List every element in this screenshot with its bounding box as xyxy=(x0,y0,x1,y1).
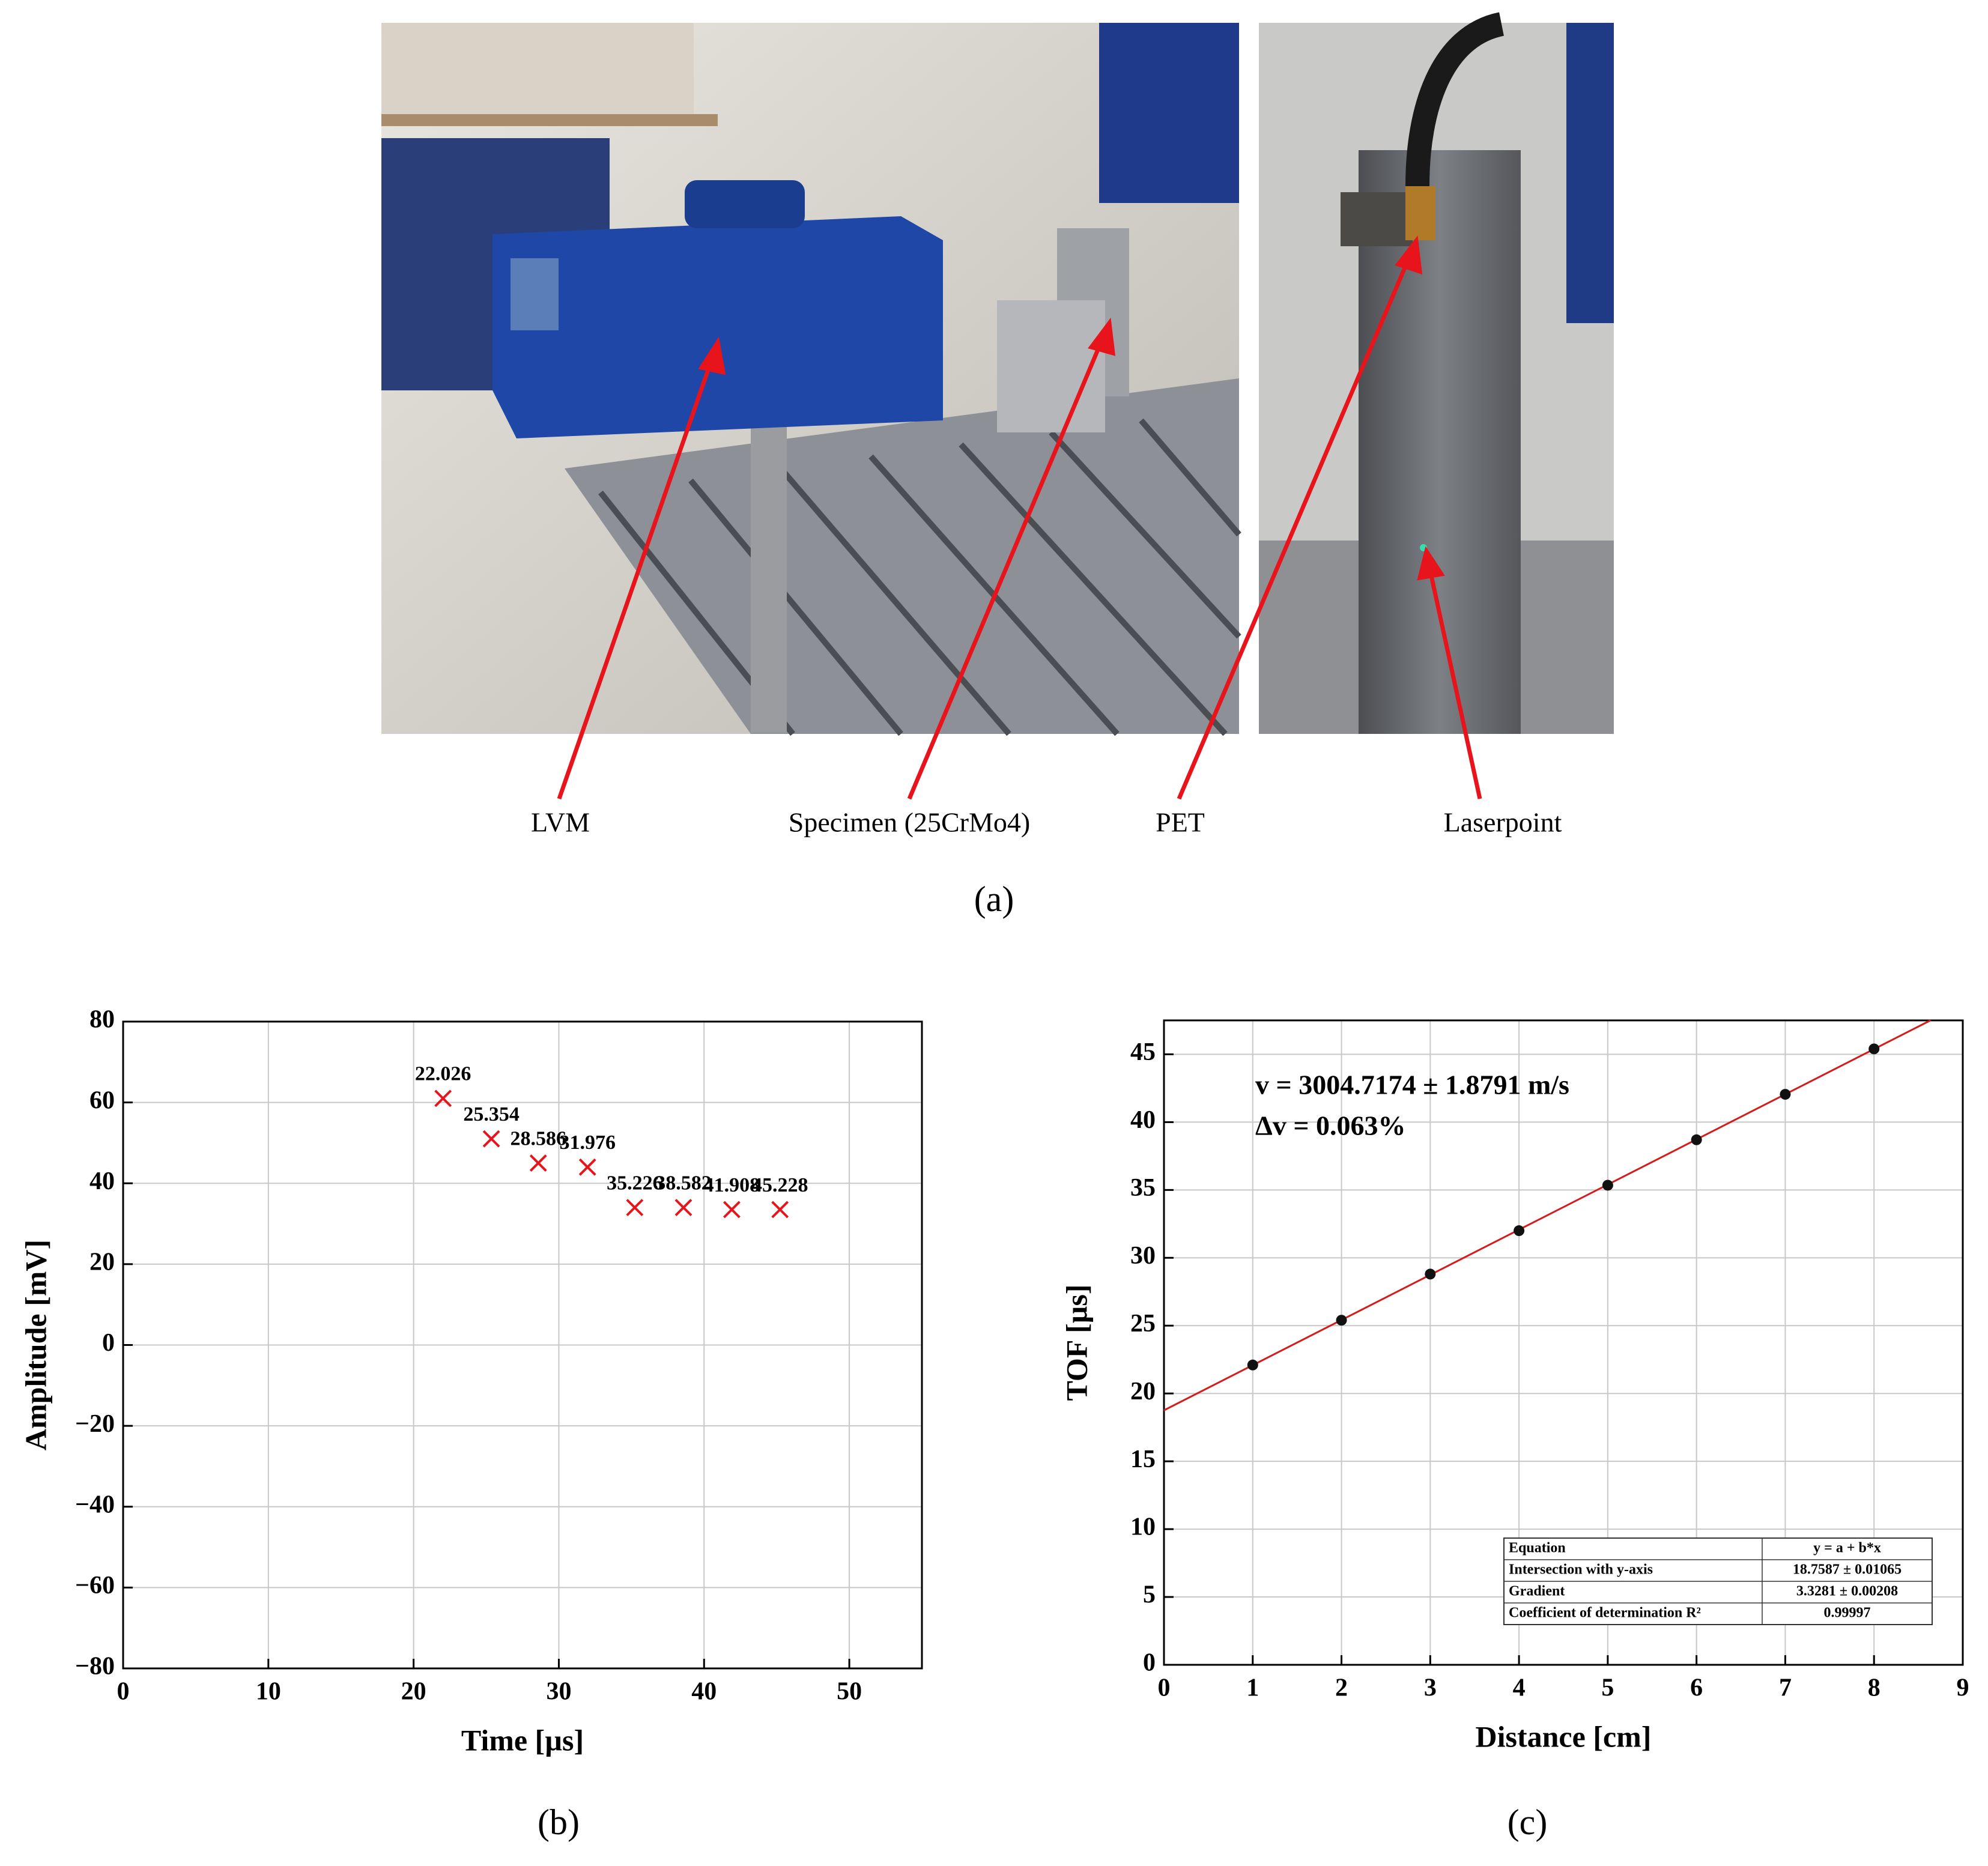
y-axis-label: Amplitude [mV] xyxy=(19,1240,52,1450)
y-tick-label: −80 xyxy=(75,1653,115,1680)
table-cell: Intersection with y-axis xyxy=(1509,1562,1653,1578)
peak-marker xyxy=(482,1130,500,1148)
photo-left xyxy=(381,23,1241,736)
photo-label: Laserpoint xyxy=(1444,807,1562,838)
point-label: 38.582 xyxy=(655,1172,712,1194)
y-tick-label: 30 xyxy=(1130,1242,1156,1270)
y-tick-label: −20 xyxy=(75,1410,115,1438)
x-tick-label: 0 xyxy=(1158,1674,1171,1702)
photo-label: Specimen (25CrMo4) xyxy=(789,807,1030,838)
photo-label: PET xyxy=(1156,807,1205,838)
peak-marker xyxy=(674,1199,692,1217)
data-point xyxy=(1691,1134,1702,1145)
y-tick-label: 5 xyxy=(1143,1581,1156,1609)
y-tick-label: 40 xyxy=(89,1168,115,1195)
table-cell: y = a + b*x xyxy=(1813,1540,1881,1556)
x-axis-label: Distance [cm] xyxy=(1476,1719,1652,1753)
y-tick-label: 25 xyxy=(1130,1310,1156,1337)
y-tick-label: 20 xyxy=(1130,1378,1156,1405)
table-cell: Coefficient of determination R² xyxy=(1509,1605,1701,1621)
photo-right xyxy=(1259,12,1614,734)
data-point xyxy=(1602,1180,1613,1191)
photo-label: LVM xyxy=(531,807,590,838)
y-tick-label: 80 xyxy=(89,1006,115,1034)
point-label: 45.228 xyxy=(752,1174,808,1196)
y-tick-label: 45 xyxy=(1130,1038,1156,1066)
point-label: 22.026 xyxy=(415,1063,471,1085)
table-cell: 3.3281 ± 0.00208 xyxy=(1796,1584,1898,1599)
data-point xyxy=(1336,1315,1347,1326)
data-point xyxy=(1247,1359,1258,1371)
peak-marker xyxy=(723,1201,741,1219)
x-tick-label: 3 xyxy=(1424,1674,1437,1702)
y-tick-label: 0 xyxy=(1143,1649,1156,1677)
point-label: 41.908 xyxy=(704,1174,760,1196)
panel-caption: (b) xyxy=(538,1802,580,1842)
x-tick-label: 20 xyxy=(401,1678,426,1706)
data-point xyxy=(1780,1089,1791,1100)
point-label: 25.354 xyxy=(463,1103,520,1125)
x-tick-label: 6 xyxy=(1690,1674,1703,1702)
point-label: 28.586 xyxy=(511,1127,567,1150)
x-tick-label: 5 xyxy=(1601,1674,1614,1702)
peak-marker xyxy=(529,1154,547,1172)
plot-frame xyxy=(122,1020,923,1670)
table-cell: 18.7587 ± 0.01065 xyxy=(1793,1562,1902,1578)
x-tick-label: 30 xyxy=(546,1678,571,1706)
x-tick-label: 4 xyxy=(1513,1674,1526,1702)
fit-line xyxy=(1163,1019,1931,1411)
peak-marker xyxy=(771,1201,789,1219)
x-tick-label: 1 xyxy=(1246,1674,1259,1702)
plot-frame xyxy=(1163,1019,1964,1666)
table-cell: Gradient xyxy=(1509,1584,1565,1599)
y-tick-label: 60 xyxy=(89,1086,115,1114)
y-axis-label: TOF [µs] xyxy=(1059,1284,1093,1401)
annotation: Δv = 0.063% xyxy=(1255,1110,1406,1141)
y-tick-label: 35 xyxy=(1130,1174,1156,1202)
x-tick-label: 10 xyxy=(256,1678,281,1706)
point-label: 35.226 xyxy=(607,1172,663,1194)
peak-marker xyxy=(626,1199,644,1217)
x-tick-label: 2 xyxy=(1335,1674,1348,1702)
data-point xyxy=(1514,1225,1525,1237)
y-tick-label: 0 xyxy=(102,1329,115,1357)
annotation: v = 3004.7174 ± 1.8791 m/s xyxy=(1255,1070,1569,1100)
arrows xyxy=(557,235,1482,800)
table-cell: 0.99997 xyxy=(1824,1605,1871,1621)
y-tick-label: −60 xyxy=(75,1572,115,1599)
point-label: 31.976 xyxy=(559,1131,616,1154)
peak-marker xyxy=(578,1158,596,1176)
x-tick-label: 8 xyxy=(1868,1674,1880,1702)
peak-marker xyxy=(434,1089,452,1107)
x-tick-label: 50 xyxy=(837,1678,862,1706)
x-tick-label: 40 xyxy=(691,1678,717,1706)
data-point xyxy=(1868,1043,1880,1055)
chart: 0 10 20 30 40 50 −80 −60 −40 −20 0 20 40 60 80 Time [µs… xyxy=(19,1006,923,1842)
table-cell: Equation xyxy=(1509,1540,1566,1556)
panel-caption: (c) xyxy=(1508,1802,1548,1842)
y-tick-label: 10 xyxy=(1130,1513,1156,1541)
x-axis-label: Time [µs] xyxy=(461,1723,584,1757)
data-point xyxy=(1425,1268,1436,1280)
x-tick-label: 7 xyxy=(1779,1674,1792,1702)
x-tick-label: 0 xyxy=(117,1678,130,1706)
y-tick-label: 40 xyxy=(1130,1106,1156,1134)
y-tick-label: −40 xyxy=(75,1491,115,1518)
panel-caption: (a) xyxy=(974,879,1014,919)
y-tick-label: 15 xyxy=(1130,1446,1156,1473)
x-tick-label: 9 xyxy=(1957,1674,1969,1702)
y-tick-label: 20 xyxy=(89,1249,115,1276)
